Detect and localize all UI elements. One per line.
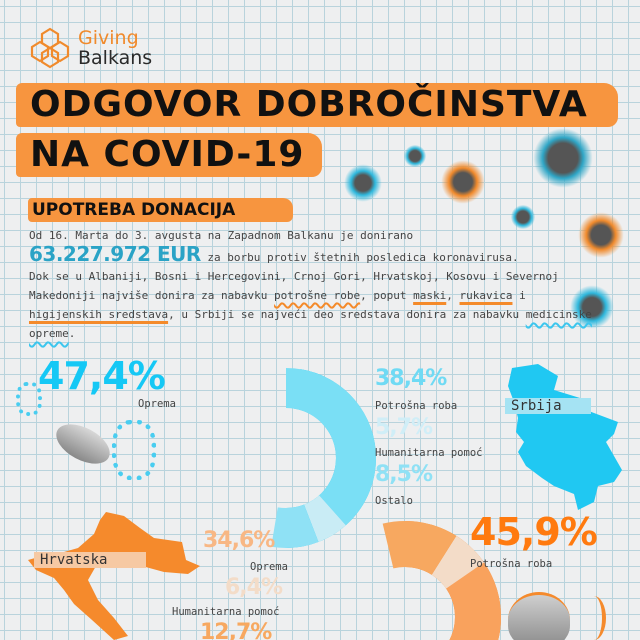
croatia-map-label: Hrvatska: [34, 552, 146, 568]
croatia-donut-chart: [309, 521, 501, 640]
mask-sound-wave-icon: [582, 596, 606, 640]
serbia-potrosna-label: Potrošna roba: [375, 400, 458, 412]
croatia-slice-oprema: [309, 521, 501, 640]
air-swirl-icon: [112, 420, 156, 480]
highlight-rukavica: rukavica: [459, 289, 513, 302]
logo-giving-text: Giving: [78, 27, 139, 49]
serbia-donut-chart: [196, 368, 376, 548]
serbia-slice-ostalo: [196, 368, 376, 548]
croatia-map-icon: [28, 512, 200, 640]
virus-icon: [533, 128, 593, 188]
paragraph-text: ,: [446, 289, 460, 302]
croatia-oprema-pct: 34,6%: [203, 528, 275, 553]
hexagon-logo-icon: [30, 27, 70, 69]
croatia-humanitarna-pct: 6,4%: [225, 575, 283, 600]
giving-balkans-logo: Giving Balkans: [28, 26, 152, 70]
croatia-potrosna-pct: 45,9%: [470, 510, 598, 554]
serbia-oprema-label: Oprema: [138, 398, 176, 410]
serbia-ostalo-pct: 8,5%: [375, 462, 433, 487]
face-mask-icon: [508, 592, 570, 640]
highlight-maski: maski: [413, 289, 447, 302]
serbia-slice-potrosna-roba: [196, 368, 376, 548]
serbia-map-label: Srbija: [505, 398, 591, 414]
serbia-humanitarna-pct: 5,7%: [375, 415, 433, 440]
croatia-potrosna-label: Potrošna roba: [470, 558, 553, 570]
paragraph-text: za borbu protiv štetnih posledica korona…: [200, 251, 519, 264]
paragraph-text: Dok se u Albaniji, Bosni i Hercegovini, …: [29, 270, 559, 302]
air-swirl-icon: [16, 382, 42, 416]
serbia-humanitarna-label: Humanitarna pomoć: [375, 447, 483, 459]
paragraph-text: i: [512, 289, 526, 302]
paragraph-text: , u Srbiji se najveći deo sredstava doni…: [168, 308, 526, 321]
paragraph-text: , poput: [360, 289, 414, 302]
croatia-humanitarna-label: Humanitarna pomoć: [172, 606, 280, 618]
serbia-potrosna-pct: 38,4%: [375, 366, 447, 391]
virus-icon: [570, 285, 614, 329]
serbia-map-icon: [508, 364, 622, 510]
section-subtitle: UPOTREBA DONACIJA: [28, 198, 293, 222]
croatia-oprema-label: Oprema: [250, 561, 288, 573]
virus-icon: [404, 145, 426, 167]
logo-balkans-text: Balkans: [78, 47, 153, 69]
intro-paragraph: Od 16. Marta do 3. avgusta na Zapadnom B…: [29, 226, 599, 343]
virus-icon: [441, 160, 485, 204]
page-title-line2: NA COVID-19: [16, 133, 322, 177]
virus-icon: [344, 164, 382, 202]
paragraph-text: .: [68, 327, 76, 340]
paragraph-text: Od 16. Marta do 3. avgusta na Zapadnom B…: [29, 229, 414, 242]
page-title-line1: ODGOVOR DOBROČINSTVA: [16, 83, 618, 127]
serbia-ostalo-label: Ostalo: [375, 495, 413, 507]
ventilator-bag-icon: [49, 416, 117, 472]
virus-icon: [511, 205, 535, 229]
donation-amount: 63.227.972 EUR: [29, 242, 201, 266]
serbia-oprema-pct: 47,4%: [38, 354, 166, 398]
croatia-slice-ostalo: [309, 521, 501, 640]
virus-icon: [578, 212, 624, 258]
highlight-potrosne-robe: potrošne robe: [274, 289, 361, 302]
croatia-ostalo-pct: 12,7%: [200, 620, 272, 640]
highlight-higijenskih-sredstava: higijenskih sredstava: [29, 308, 169, 321]
highlight-medicinske-opreme: medicinske opreme: [29, 308, 592, 340]
